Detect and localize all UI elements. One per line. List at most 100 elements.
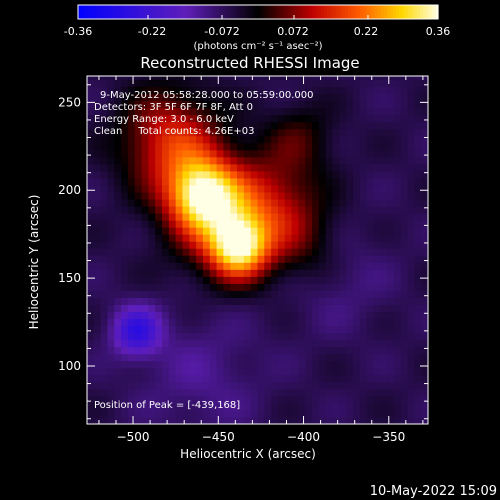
heatmap-cell — [359, 213, 368, 221]
heatmap-cell — [107, 290, 115, 298]
heatmap-cell — [202, 227, 211, 235]
heatmap-cell — [237, 297, 245, 305]
heatmap-cell — [155, 283, 163, 291]
heatmap-cell — [400, 339, 409, 348]
heatmap-cell — [291, 255, 299, 263]
heatmap-cell — [107, 402, 115, 411]
heatmap-cell — [237, 206, 245, 214]
heatmap-cell — [277, 346, 286, 355]
heatmap-cell — [257, 325, 265, 334]
heatmap-cell — [325, 76, 334, 81]
heatmap-cell — [243, 395, 252, 404]
heatmap-cell — [209, 135, 218, 144]
heatmap-cell — [312, 220, 320, 228]
heatmap-cell — [216, 318, 224, 327]
heatmap-cell — [393, 177, 402, 186]
heatmap-cell — [380, 276, 388, 284]
heatmap-cell — [209, 156, 218, 165]
heatmap-cell — [421, 262, 429, 270]
heatmap-cell — [387, 353, 395, 362]
heatmap-cell — [250, 297, 258, 305]
heatmap-cell — [393, 192, 402, 200]
heatmap-cell — [312, 276, 320, 284]
heatmap-cell — [291, 318, 299, 327]
heatmap-cell — [257, 128, 265, 137]
heatmap-cell — [196, 86, 204, 95]
heatmap-cell — [291, 213, 299, 221]
heatmap-cell — [114, 213, 122, 221]
heatmap-cell — [168, 353, 177, 362]
heatmap-cell — [230, 360, 238, 369]
heatmap-cell — [148, 367, 156, 376]
heatmap-cell — [223, 199, 231, 207]
heatmap-cell — [298, 325, 306, 334]
heatmap-cell — [264, 79, 272, 88]
heatmap-cell — [277, 325, 286, 334]
heatmap-cell — [305, 325, 313, 334]
info-annotation: 9-May-2012 05:58:28.000 to 05:59:00.000 … — [94, 90, 313, 411]
heatmap-cell — [121, 192, 129, 200]
heatmap-cell — [359, 128, 368, 137]
heatmap-cell — [271, 163, 279, 172]
heatmap-cell — [366, 255, 374, 263]
heatmap-cell — [230, 381, 238, 390]
heatmap-cell — [202, 79, 211, 88]
heatmap-cell — [243, 93, 252, 102]
heatmap-cell — [162, 318, 170, 327]
heatmap-cell — [168, 114, 177, 123]
heatmap-cell — [264, 409, 272, 418]
heatmap-cell — [237, 163, 245, 172]
heatmap-cell — [155, 121, 163, 130]
heatmap-cell — [393, 416, 402, 425]
heatmap-cell — [134, 227, 143, 235]
heatmap-cell — [264, 128, 272, 137]
heatmap-cell — [100, 93, 108, 102]
heatmap-cell — [250, 156, 258, 165]
heatmap-cell — [155, 107, 163, 116]
heatmap-cell — [414, 135, 422, 144]
heatmap-cell — [407, 269, 415, 277]
heatmap-cell — [393, 311, 402, 320]
heatmap-cell — [312, 332, 320, 341]
heatmap-cell — [93, 381, 102, 390]
heatmap-cell — [175, 213, 183, 221]
heatmap-cell — [148, 353, 156, 362]
heatmap-cell — [121, 318, 129, 327]
heatmap-cell — [380, 121, 388, 130]
heatmap-cell — [107, 241, 115, 249]
heatmap-cell — [277, 388, 286, 397]
heatmap-cell — [141, 163, 149, 172]
heatmap-cell — [359, 121, 368, 130]
heatmap-cell — [216, 297, 224, 305]
heatmap-cell — [325, 234, 334, 242]
heatmap-cell — [87, 262, 95, 270]
colorbar-segment — [246, 5, 250, 19]
heatmap-cell — [87, 388, 95, 397]
heatmap-cell — [243, 360, 252, 369]
heatmap-cell — [400, 388, 409, 397]
heatmap-cell — [380, 170, 388, 179]
chart-title: Reconstructed RHESSI Image — [140, 54, 359, 72]
heatmap-cell — [359, 93, 368, 102]
heatmap-cell — [230, 241, 238, 249]
heatmap-cell — [127, 367, 136, 376]
heatmap-cell — [264, 100, 272, 109]
heatmap-cell — [318, 234, 327, 242]
heatmap-cell — [87, 381, 95, 390]
heatmap-cell — [202, 114, 211, 123]
heatmap-cell — [100, 381, 108, 390]
heatmap-cell — [230, 156, 238, 165]
heatmap-cell — [366, 360, 374, 369]
heatmap-cell — [373, 353, 381, 362]
heatmap-cell — [277, 290, 286, 298]
heatmap-cell — [366, 248, 374, 256]
heatmap-cell — [318, 149, 327, 158]
heatmap-cell — [325, 79, 334, 88]
heatmap-cell — [325, 290, 334, 298]
heatmap-cell — [93, 304, 102, 313]
heatmap-cell — [291, 241, 299, 249]
heatmap-cell — [352, 304, 361, 313]
heatmap-cell — [100, 325, 108, 334]
heatmap-cell — [305, 220, 313, 228]
heatmap-cell — [325, 416, 334, 425]
